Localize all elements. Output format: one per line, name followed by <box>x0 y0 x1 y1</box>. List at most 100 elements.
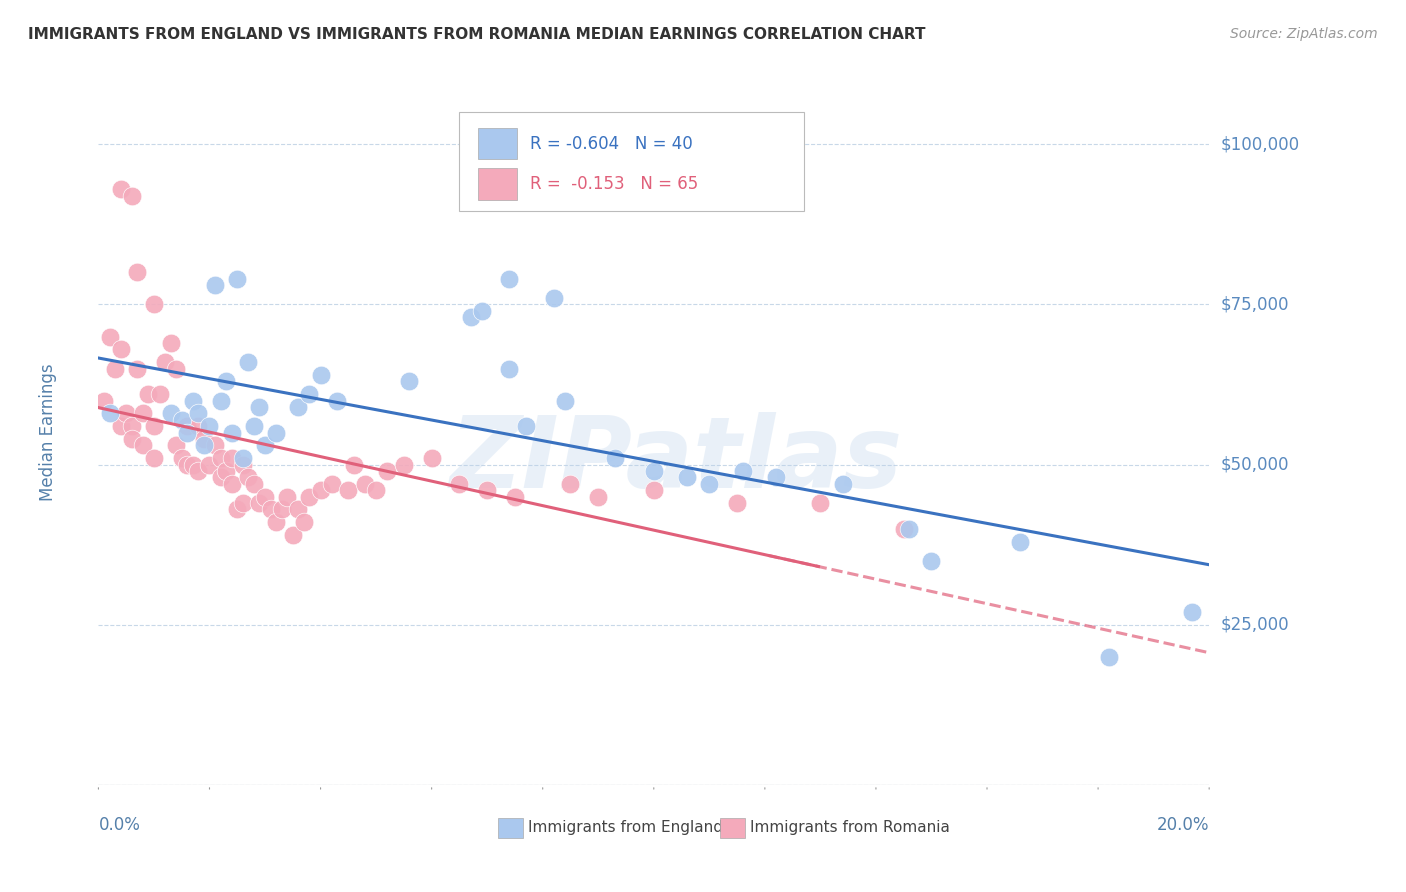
Point <box>298 387 321 401</box>
Point <box>193 438 215 452</box>
Point <box>232 451 254 466</box>
Text: $25,000: $25,000 <box>1220 615 1289 634</box>
Point <box>354 476 377 491</box>
Point <box>460 310 482 325</box>
Point <box>725 496 748 510</box>
Point <box>176 425 198 440</box>
Point <box>375 464 398 478</box>
Point <box>554 393 576 408</box>
Point <box>253 490 276 504</box>
Point <box>1010 534 1032 549</box>
Point <box>287 400 309 414</box>
Point <box>831 476 853 491</box>
Point <box>104 361 127 376</box>
Point <box>309 483 332 498</box>
Point <box>221 476 243 491</box>
Point <box>398 375 420 389</box>
Point <box>187 464 209 478</box>
Point <box>181 393 204 408</box>
Text: R = -0.604   N = 40: R = -0.604 N = 40 <box>530 135 693 153</box>
Text: $50,000: $50,000 <box>1220 456 1289 474</box>
Point <box>643 464 665 478</box>
Point <box>159 406 181 420</box>
Point <box>287 502 309 516</box>
Point <box>148 387 170 401</box>
Point <box>321 476 343 491</box>
Point <box>221 425 243 440</box>
Text: 0.0%: 0.0% <box>98 815 141 833</box>
Point <box>176 419 198 434</box>
Text: Source: ZipAtlas.com: Source: ZipAtlas.com <box>1230 27 1378 41</box>
Point <box>765 470 787 484</box>
Point <box>392 458 415 472</box>
Point <box>643 483 665 498</box>
Point <box>127 265 149 279</box>
Point <box>215 464 238 478</box>
Point <box>138 387 160 401</box>
Point <box>475 483 499 498</box>
Point <box>270 502 292 516</box>
Point <box>503 490 526 504</box>
Point <box>98 329 121 343</box>
Point <box>204 278 226 293</box>
Point <box>543 291 565 305</box>
Point <box>209 393 232 408</box>
Point <box>264 425 287 440</box>
Point <box>281 528 304 542</box>
Point <box>366 483 388 498</box>
Point <box>121 419 143 434</box>
Point <box>810 496 832 510</box>
Point <box>603 451 626 466</box>
Point <box>165 438 187 452</box>
Point <box>132 406 155 420</box>
Point <box>209 470 232 484</box>
Point <box>420 451 443 466</box>
Point <box>249 400 271 414</box>
Point <box>337 483 360 498</box>
Text: ZIPatlas: ZIPatlas <box>450 412 903 509</box>
Point <box>243 476 266 491</box>
Point <box>187 406 209 420</box>
Point <box>132 438 155 452</box>
Point <box>221 451 243 466</box>
Point <box>110 419 132 434</box>
Point <box>170 451 193 466</box>
Text: 20.0%: 20.0% <box>1157 815 1209 833</box>
Text: Immigrants from England: Immigrants from England <box>529 821 723 836</box>
Bar <box>720 818 745 838</box>
Point <box>498 272 520 286</box>
Point <box>110 343 132 357</box>
Point <box>198 419 221 434</box>
Point <box>243 419 266 434</box>
Point <box>731 464 754 478</box>
Point <box>215 375 238 389</box>
Bar <box>478 168 517 200</box>
Point <box>143 297 166 311</box>
Point <box>110 182 132 196</box>
Point <box>165 361 187 376</box>
Point <box>498 361 520 376</box>
Point <box>259 502 281 516</box>
Point <box>93 393 115 408</box>
Point <box>560 476 582 491</box>
Point <box>176 458 198 472</box>
Point <box>238 470 260 484</box>
Point <box>253 438 276 452</box>
Point <box>115 406 138 420</box>
Point <box>298 490 321 504</box>
Point <box>232 458 254 472</box>
Point <box>920 554 942 568</box>
Point <box>343 458 366 472</box>
Point <box>193 432 215 446</box>
Point <box>187 419 209 434</box>
Point <box>181 458 204 472</box>
FancyBboxPatch shape <box>460 112 804 211</box>
Point <box>127 361 149 376</box>
Point <box>232 496 254 510</box>
Point <box>121 432 143 446</box>
Text: $100,000: $100,000 <box>1220 136 1299 153</box>
Point <box>249 496 271 510</box>
Point <box>449 476 471 491</box>
Point <box>292 516 315 530</box>
Point <box>226 272 249 286</box>
